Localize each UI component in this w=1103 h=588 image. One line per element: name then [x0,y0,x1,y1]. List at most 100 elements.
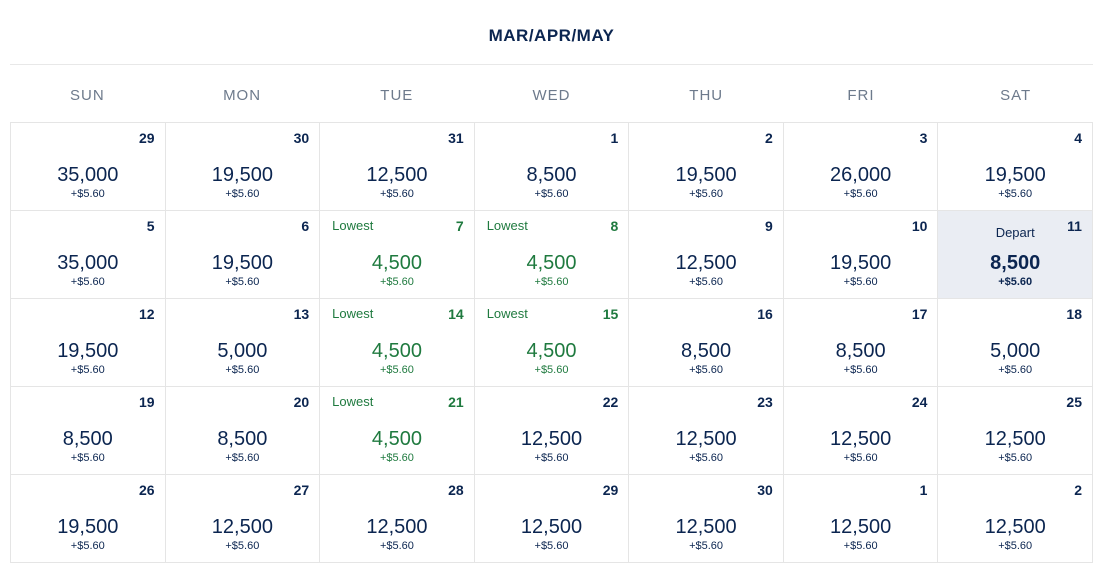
calendar-day-cell[interactable]: 8Lowest4,500+$5.60 [475,211,630,299]
tax-fee: +$5.60 [629,364,783,376]
miles-price: 4,500 [320,340,474,363]
calendar-day-cell[interactable]: 535,000+$5.60 [11,211,166,299]
tax-fee: +$5.60 [784,276,938,288]
depart-tag: Depart [938,225,1092,242]
calendar-day-cell[interactable]: 2935,000+$5.60 [11,123,166,211]
calendar-day-cell[interactable]: 112,500+$5.60 [784,475,939,563]
price-wrap: 8,500+$5.60 [166,410,320,464]
calendar-day-cell[interactable]: 1019,500+$5.60 [784,211,939,299]
tax-fee: +$5.60 [784,364,938,376]
tax-fee: +$5.60 [320,188,474,200]
calendar-day-cell[interactable]: 419,500+$5.60 [938,123,1093,211]
calendar-day-cell[interactable]: 11Depart8,500+$5.60 [938,211,1093,299]
calendar-day-cell[interactable]: 2312,500+$5.60 [629,387,784,475]
day-number: 13 [294,306,310,322]
tax-fee: +$5.60 [11,452,165,464]
tax-fee: +$5.60 [629,188,783,200]
miles-price: 4,500 [320,252,474,275]
day-number: 27 [294,482,310,498]
miles-price: 12,500 [166,516,320,539]
miles-price: 12,500 [320,164,474,187]
miles-price: 19,500 [629,164,783,187]
lowest-tag: Lowest [332,394,373,411]
calendar-day-cell[interactable]: 14Lowest4,500+$5.60 [320,299,475,387]
calendar-day-cell[interactable]: 3019,500+$5.60 [166,123,321,211]
calendar-day-cell[interactable]: 912,500+$5.60 [629,211,784,299]
day-number: 16 [757,306,773,322]
tax-fee: +$5.60 [629,452,783,464]
tax-fee: +$5.60 [11,188,165,200]
miles-price: 8,500 [11,428,165,451]
miles-price: 12,500 [629,252,783,275]
calendar-day-cell[interactable]: 7Lowest4,500+$5.60 [320,211,475,299]
calendar-day-cell[interactable]: 3112,500+$5.60 [320,123,475,211]
dow-sat: SAT [938,87,1093,104]
day-number: 28 [448,482,464,498]
price-wrap: 4,500+$5.60 [320,234,474,288]
price-wrap: 12,500+$5.60 [320,498,474,552]
price-wrap: 19,500+$5.60 [784,234,938,288]
tax-fee: +$5.60 [475,276,629,288]
miles-price: 8,500 [629,340,783,363]
calendar-day-cell[interactable]: 619,500+$5.60 [166,211,321,299]
day-number: 12 [139,306,155,322]
calendar-day-cell[interactable]: 212,500+$5.60 [938,475,1093,563]
miles-price: 19,500 [11,516,165,539]
dow-thu: THU [629,87,784,104]
calendar-day-cell[interactable]: 2912,500+$5.60 [475,475,630,563]
tax-fee: +$5.60 [320,364,474,376]
price-wrap: 8,500+$5.60 [938,252,1092,288]
tax-fee: +$5.60 [320,540,474,552]
price-wrap: 12,500+$5.60 [938,498,1092,552]
price-wrap: 8,500+$5.60 [629,322,783,376]
calendar-day-cell[interactable]: 13 5,000+$5.60 [166,299,321,387]
miles-price: 12,500 [475,428,629,451]
calendar-day-cell[interactable]: 15Lowest4,500+$5.60 [475,299,630,387]
miles-price: 4,500 [320,428,474,451]
price-wrap: 12,500+$5.60 [629,410,783,464]
calendar-day-cell[interactable]: 3012,500+$5.60 [629,475,784,563]
calendar-day-cell[interactable]: 12 19,500+$5.60 [11,299,166,387]
day-number: 22 [603,394,619,410]
price-wrap: 19,500+$5.60 [166,234,320,288]
tax-fee: +$5.60 [166,452,320,464]
lowest-tag: Lowest [487,306,528,323]
calendar-day-cell[interactable]: 21Lowest4,500+$5.60 [320,387,475,475]
calendar-day-cell[interactable]: 326,000+$5.60 [784,123,939,211]
miles-price: 19,500 [11,340,165,363]
tax-fee: +$5.60 [784,188,938,200]
day-number: 19 [139,394,155,410]
tax-fee: +$5.60 [475,452,629,464]
calendar-day-cell[interactable]: 22 12,500+$5.60 [475,387,630,475]
tax-fee: +$5.60 [166,364,320,376]
price-wrap: 4,500+$5.60 [475,322,629,376]
tax-fee: +$5.60 [11,364,165,376]
calendar-day-cell[interactable]: 18,500+$5.60 [475,123,630,211]
calendar-day-cell[interactable]: 178,500+$5.60 [784,299,939,387]
calendar-day-cell[interactable]: 208,500+$5.60 [166,387,321,475]
tax-fee: +$5.60 [475,364,629,376]
price-wrap: 19,500+$5.60 [166,146,320,200]
tax-fee: +$5.60 [11,540,165,552]
price-wrap: 8,500+$5.60 [11,410,165,464]
calendar-day-cell[interactable]: 198,500+$5.60 [11,387,166,475]
price-wrap: 19,500+$5.60 [629,146,783,200]
calendar-day-cell[interactable]: 2812,500+$5.60 [320,475,475,563]
miles-price: 12,500 [938,428,1092,451]
calendar-day-cell[interactable]: 2712,500+$5.60 [166,475,321,563]
calendar-day-cell[interactable]: 168,500+$5.60 [629,299,784,387]
miles-price: 8,500 [166,428,320,451]
lowest-tag: Lowest [487,218,528,235]
calendar-day-cell[interactable]: 2412,500+$5.60 [784,387,939,475]
miles-price: 5,000 [166,340,320,363]
fare-calendar-grid: 2935,000+$5.603019,500+$5.603112,500+$5.… [10,122,1093,563]
dow-wed: WED [474,87,629,104]
tax-fee: +$5.60 [784,452,938,464]
price-wrap: 35,000+$5.60 [11,146,165,200]
calendar-day-cell[interactable]: 185,000+$5.60 [938,299,1093,387]
day-number: 1 [920,482,928,498]
calendar-day-cell[interactable]: 2619,500+$5.60 [11,475,166,563]
calendar-day-cell[interactable]: 219,500+$5.60 [629,123,784,211]
calendar-day-cell[interactable]: 2512,500+$5.60 [938,387,1093,475]
price-wrap: 19,500+$5.60 [11,498,165,552]
